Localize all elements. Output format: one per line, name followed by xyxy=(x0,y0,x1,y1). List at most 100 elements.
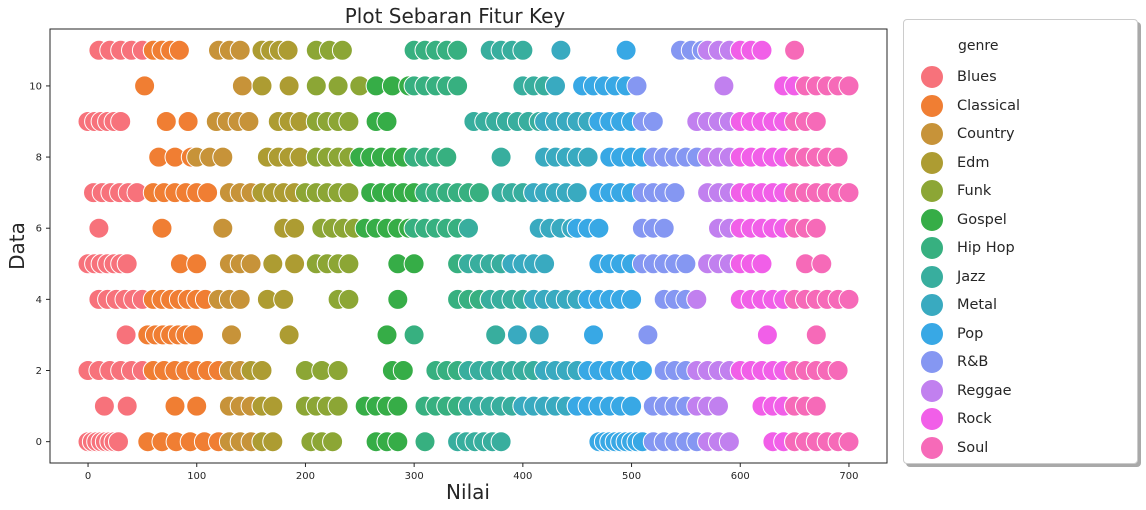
data-point-edm xyxy=(262,395,284,417)
data-point-classical xyxy=(168,39,190,61)
data-point-gospel xyxy=(403,253,425,275)
data-point-hip-hop xyxy=(447,39,469,61)
data-point-metal xyxy=(550,39,572,61)
data-point-r-b xyxy=(653,217,675,239)
data-point-soul xyxy=(811,253,833,275)
data-point-pop xyxy=(631,360,653,381)
data-point-reggae xyxy=(686,288,708,310)
data-point-edm xyxy=(262,253,284,275)
data-point-jazz xyxy=(490,146,512,168)
data-point-r-b xyxy=(626,75,648,97)
data-point-edm xyxy=(262,431,284,453)
data-point-edm xyxy=(284,217,306,239)
legend-item-rock: Rock xyxy=(920,406,992,432)
legend-item-edm: Edm xyxy=(920,150,990,176)
legend-swatch xyxy=(920,435,944,460)
data-point-edm xyxy=(278,75,300,97)
data-point-hip-hop xyxy=(414,431,436,453)
legend-label: Classical xyxy=(957,97,1021,114)
points-layer xyxy=(77,39,860,453)
legend-label: Hip Hop xyxy=(957,240,1015,256)
data-point-pop xyxy=(621,395,643,417)
data-point-r-b xyxy=(664,182,686,204)
legend-swatch xyxy=(920,122,944,146)
data-point-country xyxy=(229,288,251,310)
data-point-funk xyxy=(327,360,349,381)
legend-item-pop: Pop xyxy=(920,321,983,347)
data-point-country xyxy=(240,253,262,275)
x-tick-label: 200 xyxy=(296,471,315,482)
data-point-soul xyxy=(827,146,849,168)
legend-item-blues: Blues xyxy=(920,64,997,90)
legend: genre Blues Classical Country Edm Funk Gospel… xyxy=(903,19,1138,464)
data-point-funk xyxy=(338,111,360,132)
data-point-country xyxy=(221,324,242,346)
data-point-pop xyxy=(588,217,610,239)
data-point-classical xyxy=(164,395,186,417)
x-tick-label: 400 xyxy=(513,471,532,482)
legend-label: Blues xyxy=(957,69,997,85)
data-point-soul xyxy=(805,324,827,346)
data-point-funk xyxy=(338,288,360,310)
data-point-hip-hop xyxy=(447,75,469,97)
legend-label: Metal xyxy=(957,297,998,313)
legend-swatch xyxy=(920,207,944,232)
data-point-country xyxy=(238,111,260,132)
data-point-soul xyxy=(827,360,849,381)
legend-swatch xyxy=(920,378,944,403)
data-point-funk xyxy=(327,75,349,97)
data-point-blues xyxy=(116,253,138,275)
data-point-hip-hop xyxy=(403,324,425,346)
data-point-r-b xyxy=(642,111,664,132)
data-point-country xyxy=(212,217,234,239)
data-point-classical xyxy=(177,111,199,132)
legend-swatch xyxy=(920,293,944,317)
data-point-edm xyxy=(278,324,300,346)
legend-item-soul: Soul xyxy=(920,435,988,461)
data-point-country xyxy=(229,39,251,61)
data-point-blues xyxy=(115,324,137,346)
data-point-gospel xyxy=(387,288,409,310)
data-point-blues xyxy=(116,395,138,417)
legend-swatch xyxy=(920,236,944,260)
data-point-gospel xyxy=(376,111,398,132)
x-tick-label: 0 xyxy=(85,471,91,482)
legend-item-metal: Metal xyxy=(920,292,997,318)
data-point-soul xyxy=(838,182,860,204)
data-point-edm xyxy=(273,288,295,310)
legend-swatch xyxy=(920,179,944,203)
legend-item-classical: Classical xyxy=(920,93,1020,119)
data-point-metal xyxy=(577,146,599,168)
data-point-edm xyxy=(251,75,273,97)
data-point-classical xyxy=(151,217,173,239)
data-point-classical xyxy=(186,253,208,275)
x-axis-label: Nilai xyxy=(446,480,490,504)
data-point-funk xyxy=(305,75,327,97)
legend-item-jazz: Jazz xyxy=(920,264,985,290)
axes-layer: 0 100 200 300 400 500 600 700 0 2 4 6 8 10 xyxy=(29,81,858,482)
data-point-metal xyxy=(506,324,528,346)
legend-item-gospel: Gospel xyxy=(920,207,1007,233)
y-tick-label: 8 xyxy=(36,153,42,164)
data-point-reggae xyxy=(718,431,740,453)
x-tick-label: 100 xyxy=(187,471,206,482)
data-point-blues xyxy=(88,217,110,239)
data-point-pop xyxy=(621,288,643,310)
x-tick-label: 600 xyxy=(731,471,750,482)
data-point-metal xyxy=(545,75,566,97)
data-point-jazz xyxy=(490,431,512,453)
data-point-country xyxy=(231,75,253,97)
data-point-rock xyxy=(751,39,773,61)
data-point-funk xyxy=(338,182,360,204)
legend-label: Edm xyxy=(957,154,990,171)
data-point-soul xyxy=(805,217,827,239)
data-point-soul xyxy=(805,111,827,132)
legend-swatch xyxy=(920,150,944,175)
data-point-soul xyxy=(784,39,806,61)
legend-label: Rock xyxy=(957,411,992,427)
legend-swatch xyxy=(920,350,944,374)
y-tick-label: 0 xyxy=(36,437,42,448)
data-point-rock xyxy=(751,253,773,275)
legend-item-r-b: R&B xyxy=(920,349,988,375)
legend-label: Jazz xyxy=(957,268,986,285)
